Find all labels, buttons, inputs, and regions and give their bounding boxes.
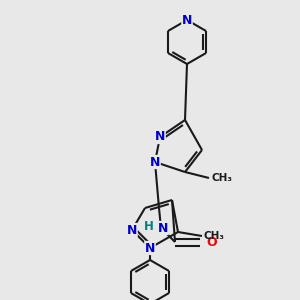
- Text: N: N: [145, 242, 155, 254]
- Text: O: O: [206, 236, 217, 248]
- Text: N: N: [127, 224, 137, 236]
- Text: N: N: [158, 221, 168, 235]
- Text: H: H: [144, 220, 154, 232]
- Text: CH₃: CH₃: [211, 173, 232, 183]
- Text: N: N: [182, 14, 192, 26]
- Text: CH₃: CH₃: [204, 231, 225, 241]
- Text: N: N: [150, 155, 160, 169]
- Text: N: N: [155, 130, 165, 143]
